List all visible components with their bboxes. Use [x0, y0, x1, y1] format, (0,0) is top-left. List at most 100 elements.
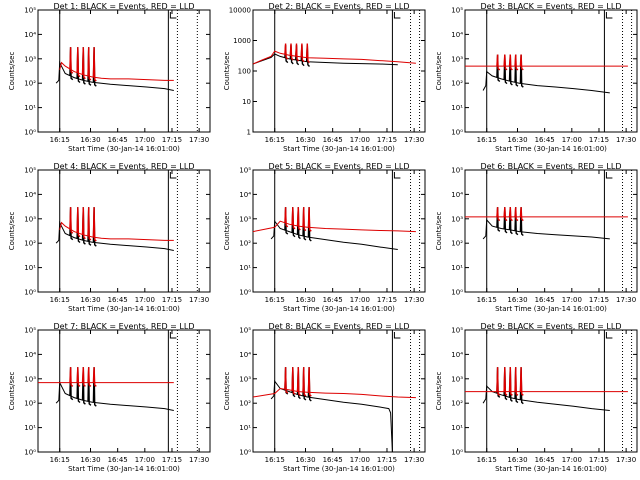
spike-lld: [519, 54, 524, 71]
spike-lld: [87, 367, 92, 387]
y-tick-label: 10²: [451, 240, 463, 248]
panel-det-8: Det 8: BLACK = Events, RED = LLD 16:15 16:…: [223, 322, 426, 473]
spike-lld: [305, 43, 311, 64]
spike-lld: [289, 43, 294, 61]
x-tick-label: 16:30: [295, 456, 315, 464]
y-tick-label: 10²: [24, 80, 36, 88]
x-tick-label: 16:15: [477, 296, 497, 304]
x-tick-label: 17:30: [189, 136, 209, 144]
spike-lld: [519, 367, 524, 396]
x-tick-label: 16:30: [80, 296, 100, 304]
x-tick-label: 16:15: [50, 136, 70, 144]
y-tick-label: 10⁵: [24, 7, 36, 15]
start-bracket-marker: [605, 172, 613, 179]
y-tick-label: 10⁴: [451, 191, 463, 199]
panel-title: Det 8: BLACK = Events, RED = LLD: [269, 322, 410, 331]
x-tick-label: 17:00: [350, 136, 370, 144]
spike-lld: [284, 43, 289, 60]
x-axis-label: Start Time (30-Jan-14 16:01:00): [283, 465, 395, 473]
panel-title: Det 1: BLACK = Events, RED = LLD: [54, 2, 195, 11]
plot-frame: [37, 169, 211, 293]
x-tick-label: 16:15: [477, 136, 497, 144]
spike-lld: [87, 47, 92, 81]
y-axis-label: Counts/sec: [8, 372, 16, 411]
start-bracket-marker: [605, 332, 613, 339]
panel-title: Det 6: BLACK = Events, RED = LLD: [481, 162, 622, 171]
spike-lld: [81, 207, 86, 240]
spike-lld: [81, 367, 86, 387]
y-axis-label: Counts/sec: [435, 52, 443, 91]
y-tick-label: 10¹: [24, 104, 36, 112]
x-tick-label: 16:45: [323, 136, 343, 144]
y-tick-label: 10⁰: [451, 289, 463, 297]
spike-events: [519, 207, 524, 237]
y-tick-label: 10²: [24, 240, 36, 248]
y-tick-label: 10¹: [24, 264, 36, 272]
plot-frame: [464, 169, 638, 293]
series-events: [270, 219, 398, 250]
x-tick-label: 17:30: [404, 456, 424, 464]
x-tick-label: 16:45: [323, 296, 343, 304]
y-tick-label: 10⁰: [239, 289, 251, 297]
x-tick-label: 16:45: [535, 456, 555, 464]
spike-lld: [307, 367, 312, 397]
y-tick-label: 10: [242, 98, 251, 106]
y-tick-label: 10⁵: [24, 327, 36, 335]
x-tick-label: 17:00: [350, 296, 370, 304]
spike-lld: [296, 207, 301, 231]
series-events: [482, 218, 610, 240]
x-tick-label: 17:00: [350, 456, 370, 464]
plot-frame: [37, 9, 211, 133]
panel-title: Det 4: BLACK = Events, RED = LLD: [54, 162, 195, 171]
spike-lld: [76, 47, 81, 78]
spike-lld: [508, 367, 513, 396]
panel-title: Det 9: BLACK = Events, RED = LLD: [481, 322, 622, 331]
x-tick-label: 16:45: [108, 136, 128, 144]
x-tick-label: 17:15: [377, 296, 397, 304]
x-tick-label: 16:45: [323, 456, 343, 464]
y-tick-label: 10³: [451, 215, 463, 223]
y-tick-label: 10²: [451, 80, 463, 88]
y-tick-label: 10²: [239, 240, 251, 248]
x-axis-label: Start Time (30-Jan-14 16:01:00): [283, 305, 395, 313]
y-tick-label: 10¹: [239, 424, 251, 432]
y-tick-label: 10⁵: [451, 7, 463, 15]
spike-lld: [92, 367, 97, 387]
panel-det-6: Det 6: BLACK = Events, RED = LLD 16:15 16:…: [435, 162, 638, 313]
y-tick-label: 10³: [451, 55, 463, 63]
y-tick-label: 100: [238, 68, 251, 76]
x-tick-label: 16:30: [507, 296, 527, 304]
x-tick-label: 16:45: [108, 456, 128, 464]
spike-lld: [291, 367, 296, 395]
panel-title: Det 3: BLACK = Events, RED = LLD: [481, 2, 622, 11]
x-tick-label: 17:15: [162, 456, 182, 464]
spike-lld: [307, 207, 312, 232]
plot-frame: [37, 329, 211, 453]
x-tick-label: 17:30: [189, 296, 209, 304]
start-bracket-marker: [605, 12, 613, 19]
spike-lld: [69, 207, 74, 234]
y-axis-label: Counts/sec: [435, 212, 443, 251]
series-lld: [252, 220, 416, 233]
panel-det-1: Det 1: BLACK = Events, RED = LLD 16:15 16:…: [8, 2, 211, 153]
y-tick-label: 10⁵: [24, 167, 36, 175]
panel-det-2: Det 2: BLACK = Events, RED = LLD 16:15 16:…: [223, 2, 426, 153]
y-tick-label: 10¹: [24, 424, 36, 432]
x-tick-label: 16:30: [507, 456, 527, 464]
panel-det-7: Det 7: BLACK = Events, RED = LLD 16:15 16:…: [8, 322, 211, 473]
x-axis-label: Start Time (30-Jan-14 16:01:00): [68, 305, 180, 313]
x-axis-label: Start Time (30-Jan-14 16:01:00): [495, 305, 607, 313]
spike-lld: [496, 207, 501, 222]
series-events: [482, 70, 610, 94]
series-events: [55, 380, 174, 411]
panel-title: Det 7: BLACK = Events, RED = LLD: [54, 322, 195, 331]
spike-lld: [508, 207, 513, 222]
spike-lld: [284, 367, 289, 394]
x-tick-label: 17:00: [562, 296, 582, 304]
series-lld: [252, 387, 416, 399]
y-tick-label: 10¹: [451, 104, 463, 112]
spike-lld: [296, 367, 301, 396]
spike-lld: [514, 367, 519, 396]
x-tick-label: 16:15: [477, 456, 497, 464]
x-axis-label: Start Time (30-Jan-14 16:01:00): [283, 145, 395, 153]
